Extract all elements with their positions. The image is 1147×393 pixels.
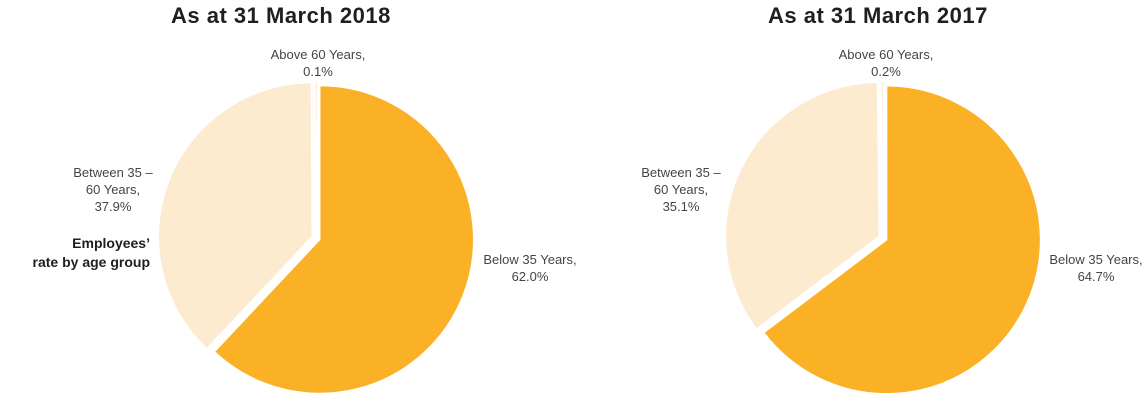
pie-slice-above-60-2018	[314, 80, 319, 236]
slice-label-between-35-60-2017: Between 35 – 60 Years, 35.1%	[641, 165, 721, 214]
slice-label-below-35-2018: Below 35 Years, 62.0%	[483, 252, 577, 284]
slice-label-between-35-60-2018: Between 35 – 60 Years, 37.9%	[73, 165, 153, 214]
pie-slice-below-35-2017	[762, 85, 1042, 393]
slice-label-below-35-2017: Below 35 Years, 64.7%	[1049, 252, 1143, 284]
side-label: Employees’ rate by age group	[32, 235, 150, 270]
chart-title-2018: As at 31 March 2018	[171, 3, 391, 28]
pie-slice-between-35-60-2018	[157, 81, 314, 350]
pie-slice-between-35-60-2017	[724, 81, 881, 331]
slice-label-above-60-2017: Above 60 Years, 0.2%	[838, 47, 934, 79]
chart-title-2017: As at 31 March 2017	[768, 3, 988, 28]
pie-slice-below-35-2018	[213, 84, 475, 393]
slice-label-above-60-2018: Above 60 Years, 0.1%	[270, 47, 366, 79]
pie-slice-above-60-2017	[880, 80, 885, 236]
